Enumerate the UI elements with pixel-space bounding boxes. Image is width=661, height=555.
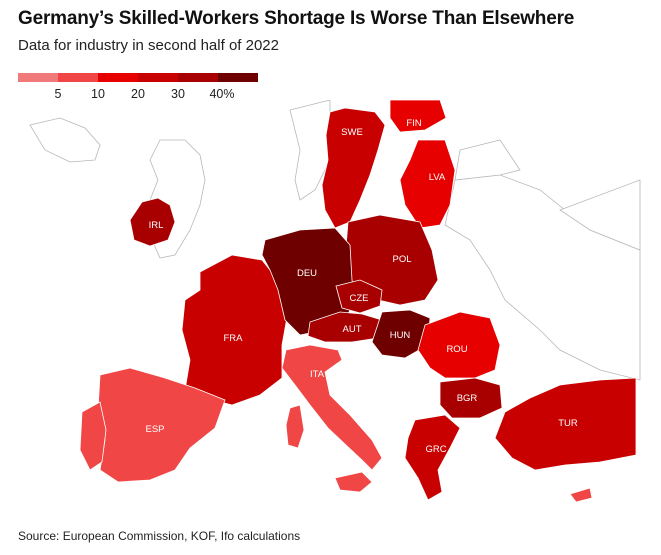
country-BGR: [439, 377, 503, 419]
country-PRT: [79, 401, 107, 471]
country-CZE: [335, 279, 383, 314]
label-GRC: GRC: [425, 444, 446, 455]
legend-bin-2: [98, 73, 138, 82]
label-FRA: FRA: [224, 333, 244, 344]
country-IRL: [129, 197, 176, 247]
legend-tick: 20: [131, 87, 145, 101]
label-FIN: FIN: [406, 118, 421, 129]
country-labels: SWE FIN LVA IRL DEU POL CZE AUT HUN FRA …: [145, 118, 577, 455]
label-IRL: IRL: [149, 220, 164, 231]
country-CYP: [569, 487, 593, 503]
country-LVA: [399, 139, 456, 229]
chart-subtitle: Data for industry in second half of 2022: [18, 37, 279, 54]
legend-tick: 10: [91, 87, 105, 101]
country-ITA-sardinia: [285, 404, 305, 449]
legend-color-bins: [18, 73, 258, 82]
country-HUN: [371, 309, 431, 359]
legend-bin-3: [138, 73, 178, 82]
country-ITA: [281, 344, 383, 471]
legend-ticks: 5 10 20 30 40%: [18, 82, 258, 101]
chart-title: Germany’s Skilled-Workers Shortage Is Wo…: [18, 8, 575, 29]
color-legend: 5 10 20 30 40%: [18, 73, 258, 101]
country-GRC: [404, 414, 461, 501]
label-POL: POL: [392, 254, 411, 265]
country-ITA-sicily: [334, 471, 373, 493]
label-HUN: HUN: [390, 330, 411, 341]
label-ESP: ESP: [145, 424, 164, 435]
legend-tick: 30: [171, 87, 185, 101]
label-BGR: BGR: [457, 393, 478, 404]
europe-map: SWE FIN LVA IRL DEU POL CZE AUT HUN FRA …: [29, 100, 641, 503]
country-shapes: [79, 100, 637, 503]
label-ITA: ITA: [310, 369, 325, 380]
legend-bin-1: [58, 73, 98, 82]
legend-bin-4: [178, 73, 218, 82]
label-AUT: AUT: [343, 324, 362, 335]
background-land: [29, 100, 641, 381]
label-ROU: ROU: [446, 344, 467, 355]
country-SWE: [321, 107, 386, 229]
label-CZE: CZE: [350, 293, 369, 304]
legend-tick: 5: [54, 87, 62, 101]
label-TUR: TUR: [558, 418, 578, 429]
country-FIN: [389, 100, 447, 133]
country-ROU: [417, 311, 501, 379]
country-FRA: [181, 254, 289, 406]
legend-bin-0: [18, 73, 58, 82]
label-SWE: SWE: [341, 127, 363, 138]
source-note: Source: European Commission, KOF, Ifo ca…: [18, 529, 301, 543]
legend-tick: 40%: [209, 87, 235, 101]
legend-bin-5: [218, 73, 258, 82]
label-DEU: DEU: [297, 268, 317, 279]
label-LVA: LVA: [429, 172, 446, 183]
country-TUR: [494, 377, 637, 471]
